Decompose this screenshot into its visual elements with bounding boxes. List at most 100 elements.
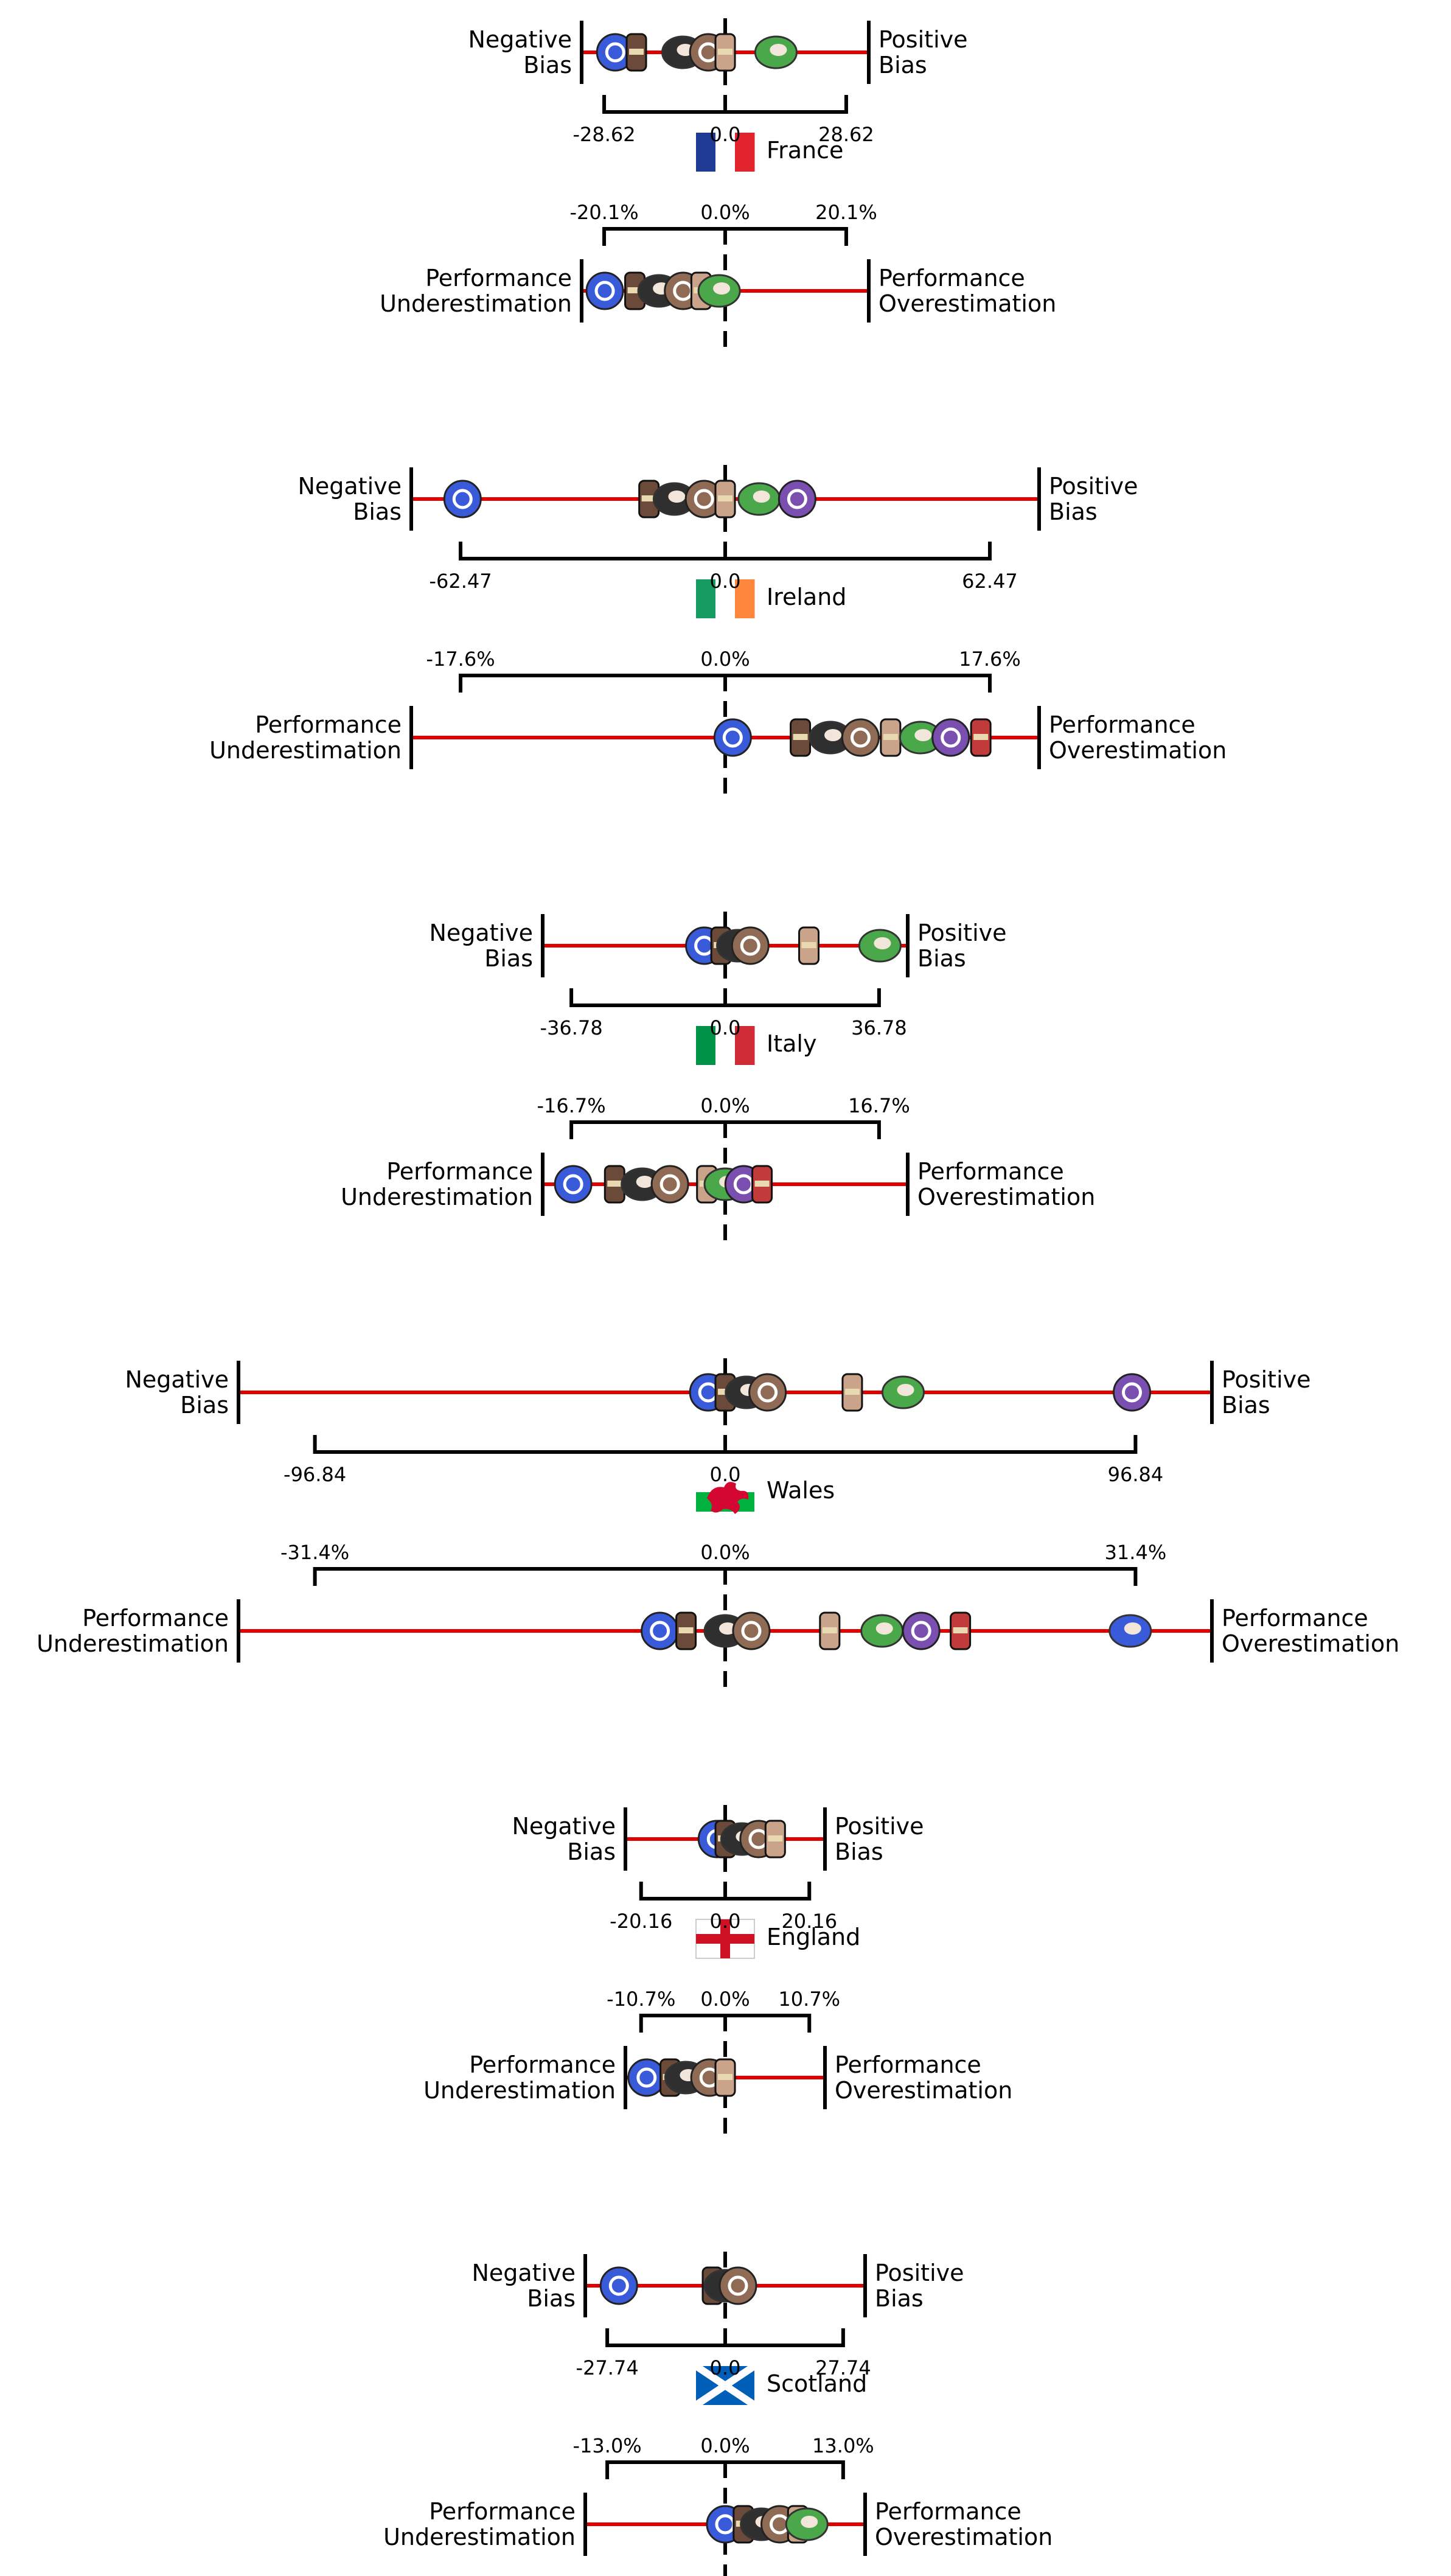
marker-label bbox=[953, 1627, 968, 1633]
performance-right-label-line2: Overestimation bbox=[917, 1184, 1095, 1210]
flag-stripe bbox=[696, 579, 716, 618]
bias-right-label-line1: Positive bbox=[917, 920, 1007, 946]
performance-tick-max: 20.1% bbox=[815, 201, 877, 224]
bias-marker bbox=[841, 1373, 863, 1412]
marker-ring bbox=[728, 2275, 748, 2296]
bias-right-label-line2: Bias bbox=[1222, 1392, 1270, 1419]
marker-face bbox=[668, 490, 686, 503]
marker-disc bbox=[778, 480, 816, 518]
performance-tick-zero: 0.0% bbox=[700, 2434, 750, 2457]
performance-left-label-line2: Underestimation bbox=[37, 1630, 229, 1657]
performance-marker bbox=[785, 2507, 829, 2541]
bias-marker bbox=[754, 35, 798, 69]
flag-scotland bbox=[694, 2363, 757, 2408]
performance-marker bbox=[1108, 1614, 1152, 1648]
marker-disc bbox=[748, 1373, 787, 1412]
bias-right-label-line1: Positive bbox=[875, 2260, 964, 2286]
bias-tick-min: -96.84 bbox=[284, 1463, 346, 1486]
performance-tick-max: 16.7% bbox=[848, 1094, 910, 1117]
marker-face bbox=[753, 490, 770, 503]
bias-right-label-line2: Bias bbox=[1049, 498, 1098, 525]
marker-ring bbox=[722, 727, 743, 748]
panel-ireland bbox=[409, 465, 1041, 795]
bias-left-label-line1: Negative bbox=[468, 26, 572, 53]
country-name: Ireland bbox=[767, 584, 846, 610]
flag-stripe bbox=[715, 1026, 736, 1065]
marker-disc bbox=[1113, 1373, 1152, 1412]
marker-ring bbox=[850, 727, 871, 748]
performance-marker bbox=[675, 1611, 697, 1650]
marker-label bbox=[793, 734, 808, 740]
bias-range-bracket bbox=[313, 1435, 1138, 1454]
performance-marker bbox=[841, 718, 880, 757]
performance-tick-min: -31.4% bbox=[280, 1541, 349, 1564]
performance-marker bbox=[732, 1611, 771, 1650]
bias-tick-zero: 0.0 bbox=[710, 2356, 741, 2379]
marker-ring bbox=[757, 1382, 778, 1403]
bias-tick-max: 36.78 bbox=[851, 1016, 907, 1039]
marker-disc bbox=[650, 1165, 689, 1204]
flag-stripe bbox=[715, 579, 736, 618]
performance-tick-zero: 0.0% bbox=[700, 1988, 750, 2011]
marker-label bbox=[678, 1627, 694, 1633]
performance-left-label-line1: Performance bbox=[429, 2498, 576, 2525]
bias-left-label-line2: Bias bbox=[527, 2285, 576, 2312]
marker-label bbox=[822, 1627, 837, 1633]
bias-left-label-line1: Negative bbox=[125, 1366, 229, 1393]
marker-face bbox=[914, 729, 932, 741]
panel-wales bbox=[237, 1358, 1214, 1688]
flag-ireland bbox=[696, 579, 755, 618]
marker-ring bbox=[740, 935, 760, 956]
flag-stripe bbox=[735, 133, 755, 172]
marker-label bbox=[973, 734, 989, 740]
performance-marker bbox=[697, 274, 741, 308]
panel-england bbox=[624, 1805, 827, 2135]
marker-label bbox=[801, 942, 816, 948]
bias-left-label-line2: Bias bbox=[567, 1838, 616, 1865]
performance-tick-zero: 0.0% bbox=[700, 647, 750, 671]
performance-marker bbox=[880, 718, 902, 757]
panel-italy bbox=[541, 912, 910, 1241]
marker-disc bbox=[902, 1611, 941, 1650]
performance-tick-zero: 0.0% bbox=[700, 201, 750, 224]
marker-disc bbox=[713, 718, 752, 757]
performance-left-label-line1: Performance bbox=[386, 1158, 533, 1185]
performance-right-label-line1: Performance bbox=[917, 1158, 1064, 1185]
performance-left-label-line2: Underestimation bbox=[209, 737, 402, 764]
marker-ring bbox=[636, 2067, 657, 2088]
bias-marker bbox=[798, 926, 820, 965]
performance-left-label-line1: Performance bbox=[82, 1605, 229, 1632]
performance-marker bbox=[790, 718, 812, 757]
bias-range-bracket bbox=[605, 2328, 845, 2347]
bias-marker bbox=[737, 482, 781, 516]
bias-marker bbox=[638, 480, 660, 518]
performance-marker bbox=[554, 1165, 593, 1204]
bias-left-label-line2: Bias bbox=[353, 498, 402, 525]
marker-face bbox=[719, 1622, 736, 1635]
performance-marker bbox=[585, 271, 624, 310]
performance-tick-zero: 0.0% bbox=[700, 1094, 750, 1117]
performance-tick-min: -16.7% bbox=[537, 1094, 605, 1117]
country-name: France bbox=[767, 137, 843, 164]
bias-range-bracket bbox=[602, 95, 848, 114]
marker-ring bbox=[1122, 1382, 1143, 1403]
performance-marker bbox=[931, 718, 970, 757]
performance-tick-min: -20.1% bbox=[569, 201, 638, 224]
performance-left-label-line1: Performance bbox=[255, 711, 402, 738]
flag-france bbox=[696, 133, 755, 172]
bias-marker bbox=[731, 926, 770, 965]
performance-right-label-line2: Overestimation bbox=[1049, 737, 1227, 764]
performance-range-bracket bbox=[602, 227, 848, 246]
marker-face bbox=[770, 44, 787, 56]
panel-scotland bbox=[583, 2252, 867, 2576]
marker-label bbox=[883, 734, 898, 740]
marker-ring bbox=[563, 1174, 583, 1195]
marker-label bbox=[844, 1389, 860, 1395]
performance-marker bbox=[950, 1611, 972, 1650]
marker-label bbox=[641, 495, 656, 501]
performance-tick-zero: 0.0% bbox=[700, 1541, 750, 1564]
marker-face bbox=[874, 937, 891, 949]
bias-right-label-line1: Positive bbox=[835, 1813, 924, 1840]
bias-tick-zero: 0.0 bbox=[710, 123, 741, 146]
marker-face bbox=[824, 729, 842, 741]
